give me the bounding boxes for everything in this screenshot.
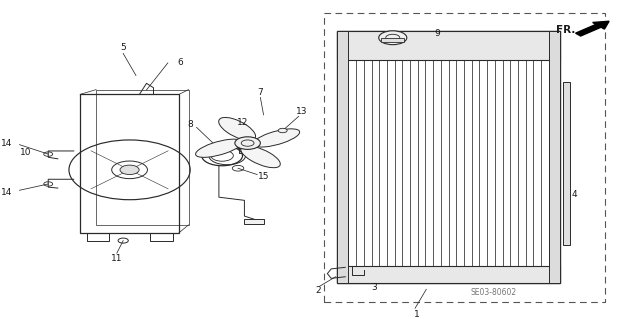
Text: 10: 10 [20,148,31,157]
Circle shape [278,128,287,133]
Ellipse shape [241,146,280,168]
Circle shape [235,137,260,149]
Bar [548,32,560,283]
Circle shape [120,165,139,174]
Bar [239,143,253,152]
Bar [381,38,404,41]
Text: FR.: FR. [556,25,575,35]
Bar [337,32,560,60]
Text: 2: 2 [315,286,321,295]
Bar [80,94,179,233]
Text: 9: 9 [435,28,440,38]
Circle shape [379,31,407,45]
Text: 7: 7 [257,88,263,97]
Bar [244,219,264,224]
Text: 11: 11 [111,254,123,263]
Ellipse shape [219,117,255,140]
Bar [337,32,560,283]
Ellipse shape [196,139,242,157]
Text: 15: 15 [258,172,269,181]
Text: SE03-80602: SE03-80602 [470,288,516,297]
Text: 3: 3 [371,283,377,292]
Bar [337,32,348,283]
Text: 4: 4 [572,190,577,199]
Text: 5: 5 [120,43,126,52]
Text: 12: 12 [237,118,248,127]
Text: 14: 14 [1,188,12,197]
Bar [96,90,189,225]
Bar [324,12,605,302]
Bar [563,82,570,245]
Text: 6: 6 [178,58,184,67]
Text: 13: 13 [296,107,308,116]
Text: 8: 8 [188,120,193,129]
Ellipse shape [253,129,300,147]
Bar [337,266,560,283]
FancyArrow shape [575,21,609,36]
Text: 14: 14 [1,138,12,148]
Text: 1: 1 [415,310,420,319]
